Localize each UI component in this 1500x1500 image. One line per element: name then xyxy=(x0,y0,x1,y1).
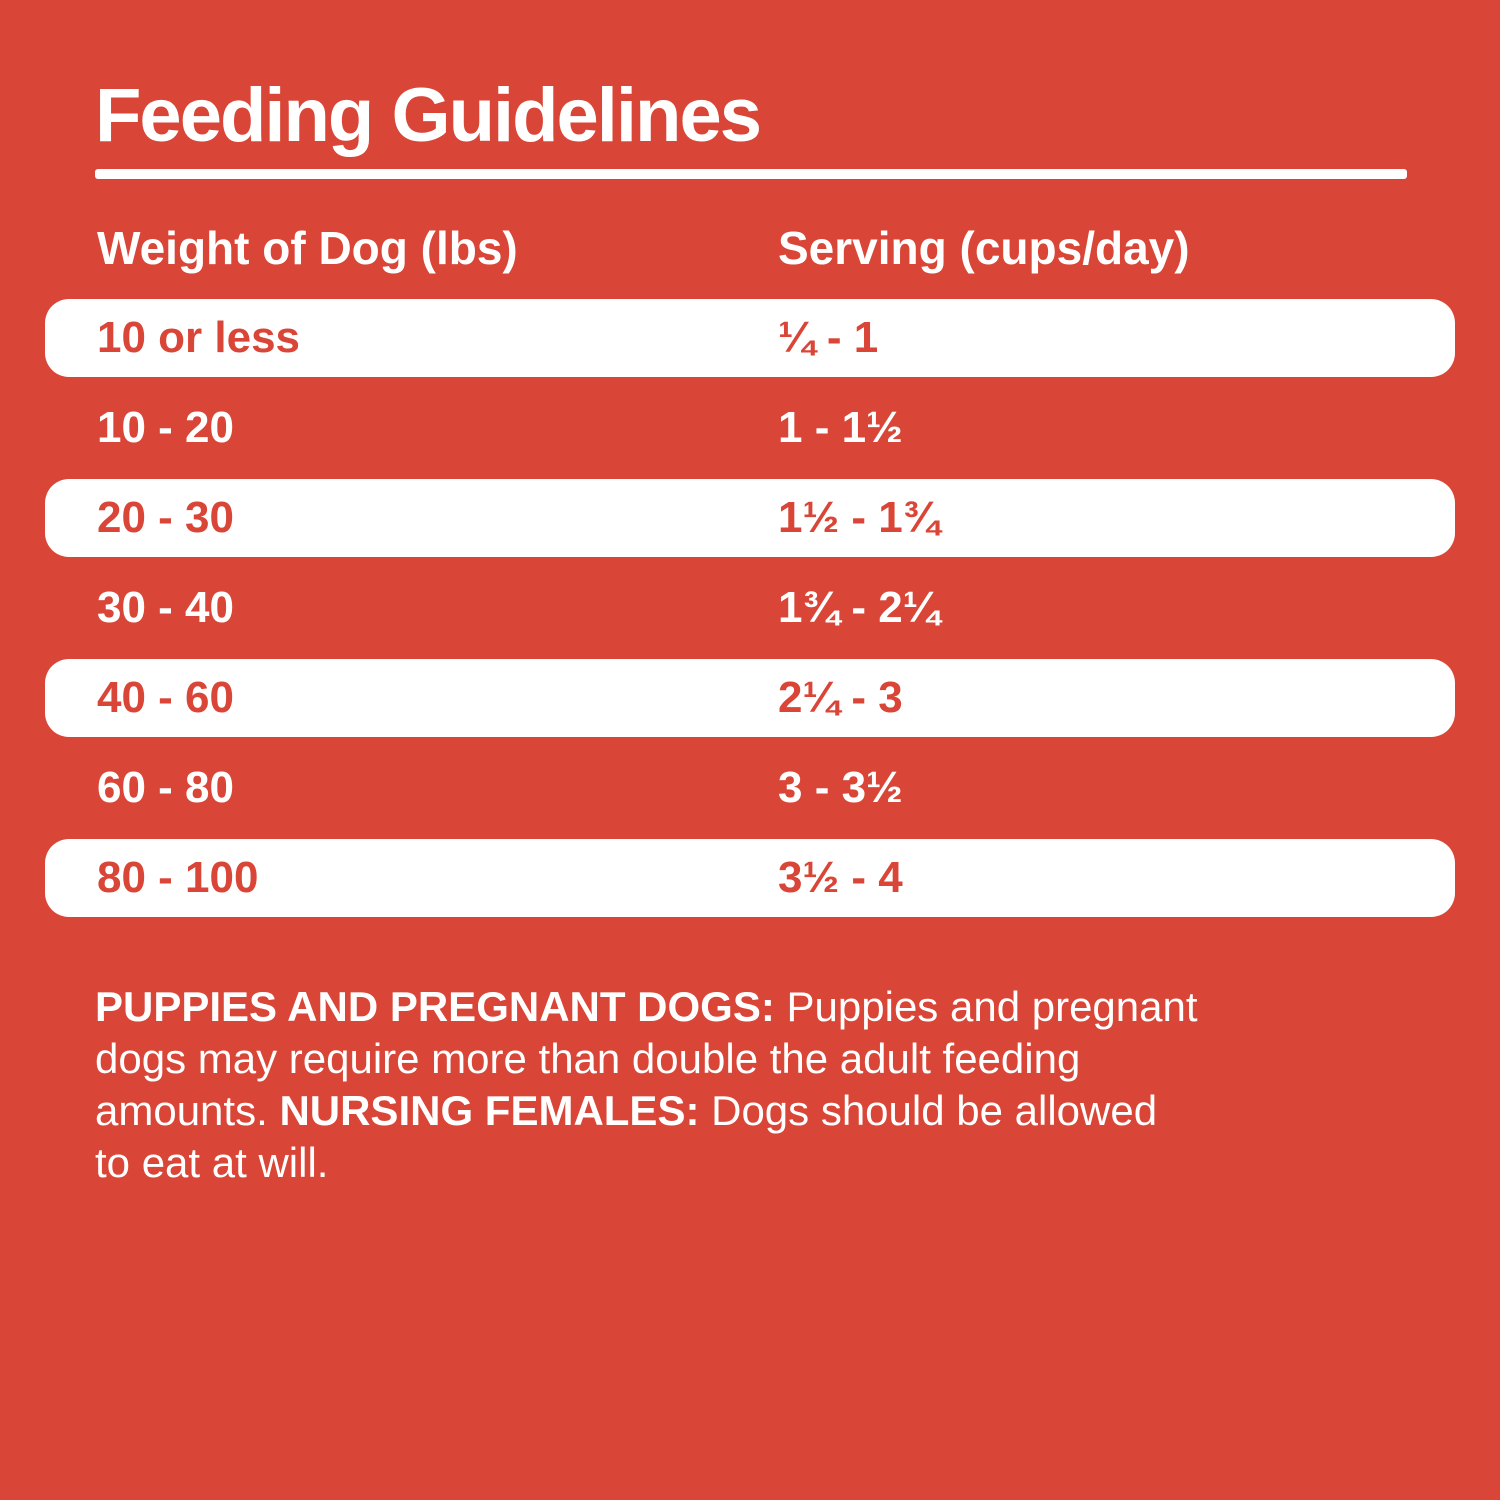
table-row: 60 - 80 3 - 3½ xyxy=(45,749,1455,827)
footnote-text: amounts. xyxy=(95,1087,280,1134)
footnote-bold-label: NURSING FEMALES: xyxy=(279,1087,700,1134)
weight-cell: 40 - 60 xyxy=(97,673,234,722)
feeding-table: 10 or less ¼ - 1 10 - 20 1 - 1½ 20 - 30 … xyxy=(45,299,1455,917)
table-header-row: Weight of Dog (lbs) Serving (cups/day) xyxy=(97,221,1455,275)
table-row: 30 - 40 1¾ - 2¼ xyxy=(45,569,1455,647)
serving-cell: 3½ - 4 xyxy=(778,853,903,902)
page-title: Feeding Guidelines xyxy=(95,73,762,158)
serving-cell: 1 - 1½ xyxy=(778,403,903,452)
column-header-weight: Weight of Dog (lbs) xyxy=(97,222,518,274)
serving-cell: 3 - 3½ xyxy=(778,763,903,812)
table-row: 20 - 30 1½ - 1¾ xyxy=(45,479,1455,557)
footnote-line: amounts. NURSING FEMALES: Dogs should be… xyxy=(95,1087,1157,1134)
weight-cell: 60 - 80 xyxy=(97,763,234,812)
table-row: 80 - 100 3½ - 4 xyxy=(45,839,1455,917)
weight-cell: 10 or less xyxy=(97,313,301,362)
serving-cell: 2¼ - 3 xyxy=(778,673,903,722)
weight-cell: 10 - 20 xyxy=(97,403,234,452)
weight-cell: 80 - 100 xyxy=(97,853,259,902)
title-underline xyxy=(95,169,1407,179)
serving-cell: 1¾ - 2¼ xyxy=(778,583,940,632)
serving-cell: ¼ - 1 xyxy=(778,313,879,362)
table-row: 40 - 60 2¼ - 3 xyxy=(45,659,1455,737)
column-header-serving: Serving (cups/day) xyxy=(778,222,1190,274)
table-row: 10 - 20 1 - 1½ xyxy=(45,389,1455,467)
footnote-line: PUPPIES AND PREGNANT DOGS: Puppies and p… xyxy=(95,983,1198,1030)
footnote-text: Dogs should be allowed xyxy=(699,1087,1158,1134)
weight-cell: 30 - 40 xyxy=(97,583,234,632)
footnote-text: to eat at will. xyxy=(95,1139,329,1186)
table-row: 10 or less ¼ - 1 xyxy=(45,299,1455,377)
footnote-line: to eat at will. xyxy=(95,1139,328,1186)
weight-cell: 20 - 30 xyxy=(97,493,234,542)
serving-cell: 1½ - 1¾ xyxy=(778,493,940,542)
footnote-line: dogs may require more than double the ad… xyxy=(95,1035,1080,1082)
footnote-bold-label: PUPPIES AND PREGNANT DOGS: xyxy=(95,983,775,1030)
footnote-text: dogs may require more than double the ad… xyxy=(95,1035,1081,1082)
footnote: PUPPIES AND PREGNANT DOGS: Puppies and p… xyxy=(95,981,1440,1189)
footnote-text: Puppies and pregnant xyxy=(774,983,1198,1030)
